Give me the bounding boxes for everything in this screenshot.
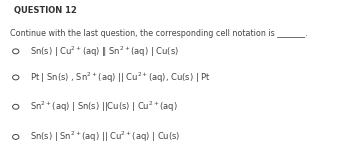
Text: Pt | Sn(s) , Sn$^{2+}$(aq) || Cu$^{2+}$(aq), Cu(s) | Pt: Pt | Sn(s) , Sn$^{2+}$(aq) || Cu$^{2+}$(… bbox=[30, 70, 211, 85]
Text: Sn(s) | Cu$^{2+}$(aq) ‖ Sn$^{2+}$(aq) | Cu(s): Sn(s) | Cu$^{2+}$(aq) ‖ Sn$^{2+}$(aq) | … bbox=[30, 44, 179, 59]
Text: Sn$^{2+}$(aq) | Sn(s) ||Cu(s) | Cu$^{2+}$(aq): Sn$^{2+}$(aq) | Sn(s) ||Cu(s) | Cu$^{2+}… bbox=[30, 100, 177, 114]
Text: Sn(s) | Sn$^{2+}$(aq) || Cu$^{2+}$(aq) | Cu(s): Sn(s) | Sn$^{2+}$(aq) || Cu$^{2+}$(aq) |… bbox=[30, 130, 180, 144]
Text: QUESTION 12: QUESTION 12 bbox=[14, 6, 77, 15]
Text: Continue with the last question, the corresponding cell notation is _______.: Continue with the last question, the cor… bbox=[10, 29, 308, 37]
